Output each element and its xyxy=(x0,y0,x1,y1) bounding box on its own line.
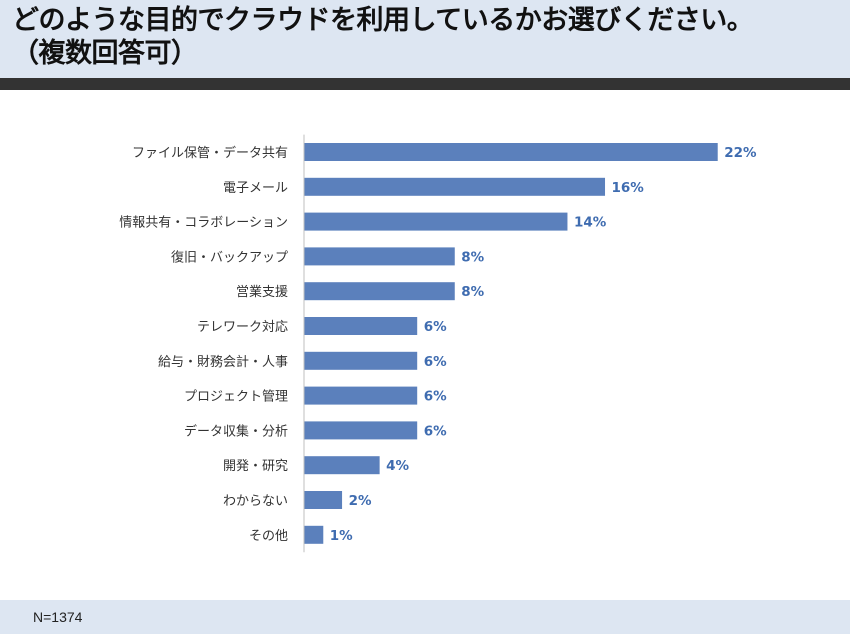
value-label: 8% xyxy=(461,249,484,265)
bar xyxy=(304,421,418,440)
sample-size-note: N=1374 xyxy=(33,609,83,625)
value-label: 22% xyxy=(724,145,757,161)
category-label: 給与・財務会計・人事 xyxy=(158,354,288,370)
value-label: 4% xyxy=(386,458,409,474)
bar xyxy=(304,491,343,509)
value-label: 2% xyxy=(349,493,372,509)
value-label: 6% xyxy=(424,319,447,335)
value-label: 6% xyxy=(424,389,447,405)
bar xyxy=(304,351,418,370)
bar xyxy=(304,143,718,161)
bar xyxy=(304,247,455,266)
title-line-1: どのような目的でクラウドを利用しているかお選びください。 xyxy=(12,5,754,36)
bar xyxy=(304,317,418,335)
value-label: 8% xyxy=(461,284,484,300)
value-label: 6% xyxy=(424,354,447,370)
category-label: プロジェクト管理 xyxy=(184,390,288,405)
category-label: わからない xyxy=(223,494,288,509)
value-label: 14% xyxy=(574,215,607,231)
category-label: 営業支援 xyxy=(236,284,288,300)
category-label: 電子メール xyxy=(223,181,288,196)
header-divider xyxy=(0,78,850,90)
category-label: その他 xyxy=(249,529,288,544)
title-banner: どのような目的でクラウドを利用しているかお選びください。 （複数回答可） xyxy=(0,0,850,78)
footer-band: N=1374 xyxy=(0,600,850,634)
bar xyxy=(304,456,380,475)
value-label: 6% xyxy=(424,423,447,439)
category-label: 復旧・バックアップ xyxy=(171,249,288,265)
title-line-2: （複数回答可） xyxy=(12,38,198,69)
bar xyxy=(304,525,324,544)
bar xyxy=(304,386,418,405)
bar xyxy=(304,177,606,196)
bar-chart: ファイル保管・データ共有 22% 電子メール 16% 情報共有・コラボレーション 14% 復… xyxy=(0,120,850,560)
value-label: 16% xyxy=(612,180,645,196)
category-label: テレワーク対応 xyxy=(197,320,288,335)
page-title: どのような目的でクラウドを利用しているかお選びください。 （複数回答可） xyxy=(12,4,842,70)
category-label: ファイル保管・データ共有 xyxy=(132,145,288,161)
value-label: 1% xyxy=(330,528,353,544)
category-label: データ収集・分析 xyxy=(184,423,288,439)
category-label: 情報共有・コラボレーション xyxy=(119,216,288,231)
bar xyxy=(304,212,568,231)
bar xyxy=(304,282,455,301)
category-label: 開発・研究 xyxy=(223,459,288,474)
bar-chart-svg: ファイル保管・データ共有 22% 電子メール 16% 情報共有・コラボレーション 14% 復… xyxy=(119,134,757,553)
